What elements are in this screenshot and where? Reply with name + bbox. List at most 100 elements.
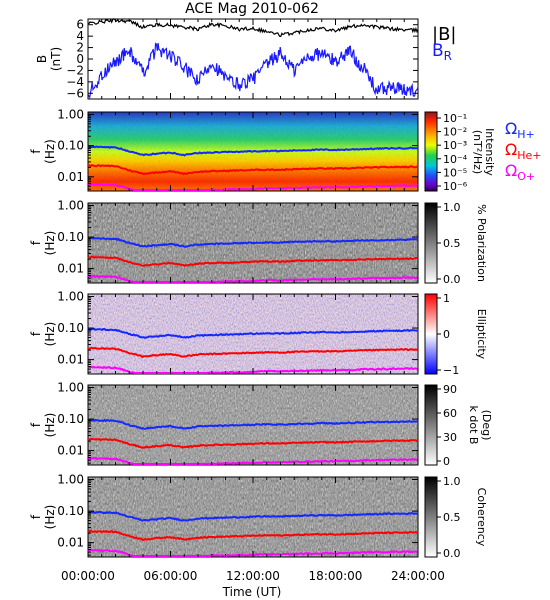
x-axis-label: Time (UT) bbox=[222, 585, 282, 599]
legend-he: ΩHe+ bbox=[505, 140, 542, 162]
kdotb-cbar-tick-label: 90 bbox=[443, 383, 457, 396]
mag-ytick-label: −6 bbox=[66, 86, 84, 100]
polarization-cbar-label: % Polarization bbox=[475, 204, 488, 282]
x-tick-label: 06:00:00 bbox=[144, 569, 198, 583]
freq-ylabel-top: f bbox=[29, 149, 43, 154]
panel-kdotb: 90 60 30 0 k dot B (Deg) bbox=[87, 383, 493, 468]
polarization-cbar-tick-label: 0.0 bbox=[443, 273, 461, 286]
legend-he-omega: Ω bbox=[505, 140, 517, 159]
legend-br-base: B bbox=[432, 41, 444, 61]
coherency-cbar-tick-label: 0.0 bbox=[443, 547, 461, 560]
legend-he-sub: He+ bbox=[517, 149, 541, 162]
x-tick-label: 00:00:00 bbox=[61, 569, 115, 583]
freq-ytick-label: 0.01 bbox=[57, 444, 84, 458]
legend-o-omega: Ω bbox=[505, 161, 517, 180]
legend-h: ΩH+ bbox=[505, 119, 535, 141]
mag-ytick-label: 6 bbox=[76, 18, 84, 32]
x-tick-label: 24:00:00 bbox=[391, 569, 445, 583]
freq-ytick-label: 0.10 bbox=[57, 412, 84, 426]
coherency-colorbar-ticks: 1.0 0.5 0.0 bbox=[437, 475, 461, 560]
freq-ytick-label: 0.10 bbox=[57, 139, 84, 153]
h-plus-gyrofreq-line bbox=[87, 418, 419, 430]
coherency-cbar-tick-label: 1.0 bbox=[443, 475, 461, 488]
kdotb-cbar-tick-label: 30 bbox=[443, 431, 457, 444]
figure-title: ACE Mag 2010-062 bbox=[185, 1, 319, 17]
x-axis-ticks: 00:00:00 06:00:00 12:00:00 18:00:00 24:00:00 bbox=[61, 19, 445, 583]
intensity-cbar-tick-label: 10⁻⁶ bbox=[443, 180, 468, 193]
freq-ytick-label: 0.01 bbox=[57, 262, 84, 276]
ellipticity-cbar-tick-label: −1 bbox=[443, 364, 459, 377]
panel-intensity: 10⁻¹10⁻²10⁻³10⁻⁴10⁻⁵10⁻⁶ Intensity (nT²/… bbox=[87, 111, 542, 193]
polarization-cbar-tick-label: 1.0 bbox=[443, 201, 461, 214]
frequency-axes: 1.000.100.01f (Hz)1.000.100.01f (Hz)1.000.… bbox=[29, 107, 418, 556]
freq-ylabel-top: f bbox=[29, 240, 43, 245]
polarization-cbar-tick-label: 0.5 bbox=[443, 237, 461, 250]
freq-ytick-label: 1.00 bbox=[57, 472, 84, 486]
polarization-colorbar bbox=[424, 202, 438, 284]
kdotb-colorbar-ticks: 90 60 30 0 bbox=[437, 383, 457, 468]
panel-mag-frame bbox=[87, 18, 419, 100]
kdotb-cbar-unit: (Deg) bbox=[480, 410, 493, 441]
legend-o-sub: O+ bbox=[517, 170, 535, 183]
intensity-cbar-tick-label: 10⁻⁵ bbox=[443, 166, 467, 179]
he-plus-gyrofreq-line bbox=[87, 437, 419, 449]
ellipticity-cbar-tick-label: 0 bbox=[443, 328, 450, 341]
x-tick-label: 18:00:00 bbox=[309, 569, 363, 583]
x-tick-label: 12:00:00 bbox=[226, 569, 280, 583]
freq-ylabel-top: f bbox=[29, 331, 43, 336]
freq-ylabel-bottom: (Hz) bbox=[43, 505, 57, 530]
he-plus-gyrofreq-line bbox=[88, 163, 419, 176]
freq-ytick-label: 1.00 bbox=[57, 107, 84, 121]
freq-ylabel-top: f bbox=[29, 422, 43, 427]
freq-ytick-label: 0.10 bbox=[57, 504, 84, 518]
freq-ytick-label: 1.00 bbox=[57, 198, 84, 212]
kdotb-colorbar bbox=[424, 384, 438, 466]
legend-br-sub: R bbox=[444, 49, 452, 63]
mag-ytick-label: 0 bbox=[76, 52, 84, 66]
kdotb-cbar-tick-label: 60 bbox=[443, 407, 457, 420]
freq-ylabel-bottom: (Hz) bbox=[43, 231, 57, 256]
legend-o: ΩO+ bbox=[505, 161, 535, 183]
freq-ylabel-bottom: (Hz) bbox=[43, 322, 57, 347]
freq-ytick-label: 0.10 bbox=[57, 230, 84, 244]
intensity-cbar-tick-label: 10⁻¹ bbox=[443, 112, 467, 125]
mag-ytick-label: 2 bbox=[76, 41, 84, 55]
coherency-colorbar bbox=[424, 476, 438, 558]
freq-ylabel-bottom: (Hz) bbox=[43, 413, 57, 438]
freq-ytick-label: 0.01 bbox=[57, 536, 84, 550]
br-line bbox=[87, 42, 419, 100]
kdotb-cbar-tick-label: 0 bbox=[443, 455, 450, 468]
he-plus-gyrofreq-line bbox=[87, 346, 419, 359]
intensity-cbar-tick-label: 10⁻² bbox=[443, 126, 467, 139]
legend-btotal: |B| bbox=[432, 24, 456, 45]
intensity-cbar-unit: (nT²/Hz) bbox=[471, 130, 484, 174]
freq-ytick-label: 1.00 bbox=[57, 289, 84, 303]
h-plus-gyrofreq-line bbox=[87, 327, 419, 339]
intensity-cbar-tick-label: 10⁻⁴ bbox=[443, 153, 468, 166]
he-plus-gyrofreq-line bbox=[87, 529, 419, 541]
ellipticity-colorbar bbox=[424, 293, 438, 375]
coherency-cbar-label: Coherency bbox=[475, 488, 488, 547]
polarization-colorbar-ticks: 1.0 0.5 0.0 bbox=[437, 201, 461, 286]
legend-h-sub: H+ bbox=[517, 128, 535, 141]
intensity-colorbar bbox=[424, 111, 438, 192]
panel-polarization: 1.0 0.5 0.0 % Polarization bbox=[87, 201, 488, 286]
mag-ylabel-top: B bbox=[35, 55, 49, 63]
mag-ytick-label: −2 bbox=[66, 63, 84, 77]
freq-ylabel-bottom: (Hz) bbox=[43, 139, 57, 164]
panel-coherency: 1.0 0.5 0.0 Coherency bbox=[87, 475, 488, 560]
btotal-line bbox=[87, 18, 419, 38]
h-plus-gyrofreq-line bbox=[87, 511, 419, 522]
ellipticity-colorbar-ticks: 1 0 −1 bbox=[437, 292, 459, 377]
freq-ytick-label: 0.10 bbox=[57, 321, 84, 335]
mag-ytick-label: −4 bbox=[66, 75, 84, 89]
coherency-cbar-tick-label: 0.5 bbox=[443, 511, 461, 524]
intensity-colorbar-ticks: 10⁻¹10⁻²10⁻³10⁻⁴10⁻⁵10⁻⁶ bbox=[437, 112, 468, 193]
h-plus-gyrofreq-line bbox=[87, 145, 419, 157]
panel-ellipticity: 1 0 −1 Ellipticity bbox=[87, 292, 488, 377]
freq-ytick-label: 0.01 bbox=[57, 353, 84, 367]
intensity-cbar-label: Intensity bbox=[483, 128, 496, 176]
